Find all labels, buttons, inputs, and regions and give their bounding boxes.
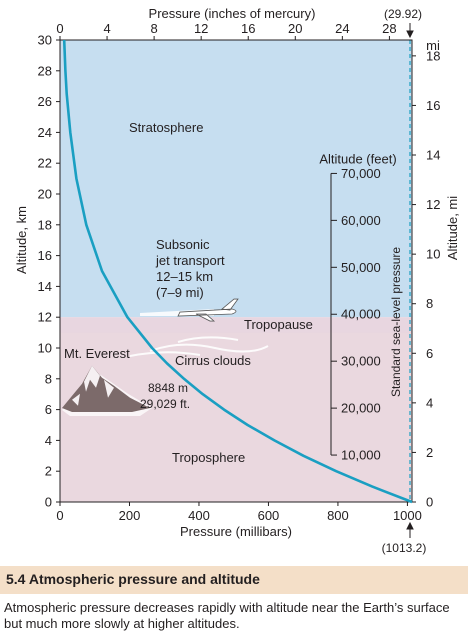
jet-annotation-line3: 12–15 km: [156, 269, 213, 284]
caption-body: Atmospheric pressure decreases rapidly w…: [4, 600, 450, 631]
bottom-tick-label: 800: [327, 508, 349, 523]
right-axis-title: Altitude, mi: [445, 196, 460, 260]
right-tick-label: 10: [426, 247, 440, 262]
everest-height-meters: 8848 m: [148, 381, 188, 395]
jet-airplane-icon: [140, 298, 239, 322]
top-tick-label: 20: [288, 21, 302, 36]
bottom-tick-label: 600: [258, 508, 280, 523]
feet-scale-title: Altitude (feet): [319, 151, 396, 166]
left-tick-label: 6: [45, 402, 52, 417]
left-tick-label: 8: [45, 371, 52, 386]
top-tick-label: 28: [382, 21, 396, 36]
right-tick-label: 16: [426, 98, 440, 113]
left-tick-label: 14: [38, 279, 52, 294]
pressure-altitude-curve: [62, 39, 413, 504]
left-tick-label: 18: [38, 217, 52, 232]
jet-annotation-line4: (7–9 mi): [156, 285, 204, 300]
left-tick-label: 2: [45, 464, 52, 479]
top-axis-title: Pressure (inches of mercury): [149, 6, 316, 21]
cirrus-clouds-icon: [129, 336, 269, 357]
right-tick-label: 8: [426, 296, 433, 311]
left-tick-label: 16: [38, 248, 52, 263]
right-tick-label: 4: [426, 395, 433, 410]
figure-caption: 5.4 Atmospheric pressure and altitude At…: [0, 566, 468, 640]
caption-title: 5.4 Atmospheric pressure and altitude: [6, 571, 260, 587]
right-tick-label: 0: [426, 495, 433, 510]
feet-tick-label: 70,000: [341, 166, 381, 181]
feet-tick-label: 30,000: [341, 354, 381, 369]
bottom-tick-label: 400: [188, 508, 210, 523]
feet-tick-label: 20,000: [341, 401, 381, 416]
feet-tick-label: 10,000: [341, 448, 381, 463]
bottom-tick-label: 200: [119, 508, 141, 523]
bottom-marker-arrow-icon: [406, 521, 414, 538]
right-axis-unit-label: mi: [426, 38, 440, 53]
tropopause-label: Tropopause: [244, 317, 313, 332]
left-tick-label: 4: [45, 433, 52, 448]
everest-height-feet: 29,029 ft.: [140, 397, 190, 411]
right-tick-label: 18: [426, 48, 440, 63]
right-tick-label: 14: [426, 148, 440, 163]
left-tick-label: 28: [38, 63, 52, 78]
sea-level-pressure-label: Standard sea-level pressure: [389, 247, 403, 397]
tropopause-band: [60, 317, 412, 333]
left-tick-label: 26: [38, 94, 52, 109]
left-tick-label: 22: [38, 156, 52, 171]
top-tick-label: 12: [194, 21, 208, 36]
jet-annotation-line1: Subsonic: [156, 237, 210, 252]
top-tick-label: 24: [335, 21, 349, 36]
jet-annotation-line2: jet transport: [155, 253, 225, 268]
left-tick-label: 20: [38, 187, 52, 202]
feet-tick-label: 60,000: [341, 213, 381, 228]
top-tick-label: 16: [241, 21, 255, 36]
bottom-tick-label: 1000: [393, 508, 422, 523]
left-tick-label: 0: [45, 495, 52, 510]
stratosphere-label: Stratosphere: [129, 120, 203, 135]
mount-everest-icon: [62, 365, 152, 416]
right-tick-label: 6: [426, 346, 433, 361]
feet-tick-label: 50,000: [341, 260, 381, 275]
top-tick-label: 4: [103, 21, 110, 36]
right-tick-label: 12: [426, 197, 440, 212]
troposphere-label: Troposphere: [172, 450, 245, 465]
feet-tick-label: 40,000: [341, 307, 381, 322]
caption-title-bar: 5.4 Atmospheric pressure and altitude: [0, 566, 468, 594]
top-tick-label: 0: [56, 21, 63, 36]
cirrus-clouds-label: Cirrus clouds: [175, 353, 251, 368]
top-sea-level-marker-label: (29.92): [384, 7, 422, 21]
right-tick-label: 2: [426, 445, 433, 460]
bottom-sea-level-marker-label: (1013.2): [382, 541, 427, 555]
left-tick-label: 30: [38, 33, 52, 48]
left-tick-label: 12: [38, 310, 52, 325]
bottom-tick-label: 0: [56, 508, 63, 523]
plot-frame: [59, 39, 413, 503]
top-tick-label: 8: [151, 21, 158, 36]
left-tick-label: 10: [38, 341, 52, 356]
left-tick-label: 24: [38, 125, 52, 140]
everest-label: Mt. Everest: [64, 346, 130, 361]
stratosphere-region: [60, 40, 412, 318]
top-marker-arrow-icon: [406, 23, 414, 39]
left-axis-title: Altitude, km: [14, 206, 29, 274]
bottom-axis-title: Pressure (millibars): [180, 524, 292, 539]
